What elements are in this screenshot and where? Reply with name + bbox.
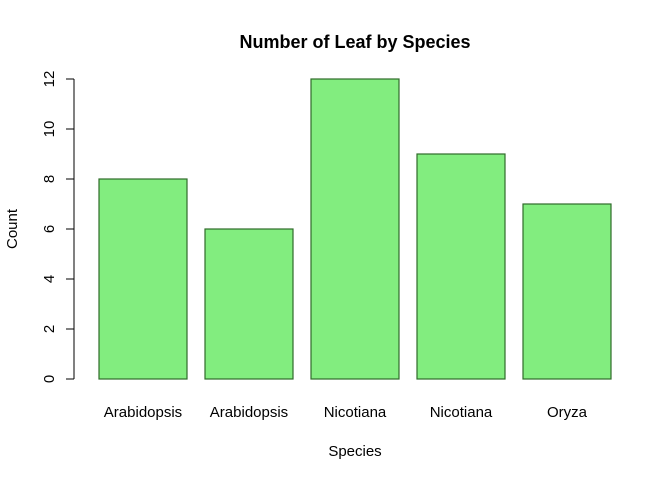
bar-1 [98, 178, 188, 380]
y-tick-label: 6 [41, 225, 58, 233]
y-axis: 0 2 4 6 8 10 12 [41, 71, 75, 383]
bar-5 [522, 203, 612, 380]
x-tick-label: Nicotiana [324, 404, 387, 421]
bar-2 [204, 228, 294, 380]
y-tick-label: 2 [41, 325, 58, 333]
y-tick-label: 0 [41, 375, 58, 383]
y-tick-label: 12 [41, 71, 58, 88]
y-tick-label: 8 [41, 175, 58, 183]
y-tick-label: 4 [41, 275, 58, 283]
chart-title: Number of Leaf by Species [239, 32, 470, 52]
bar-3 [310, 78, 400, 380]
x-tick-label: Oryza [547, 404, 588, 421]
x-tick-label: Arabidopsis [104, 404, 182, 421]
x-axis-label: Species [328, 443, 381, 460]
x-tick-label: Nicotiana [430, 404, 493, 421]
x-tick-labels: Arabidopsis Arabidopsis Nicotiana Nicotiana… [104, 404, 588, 421]
y-axis-label: Count [4, 208, 21, 249]
bar-4 [416, 153, 506, 380]
y-tick-label: 10 [41, 121, 58, 138]
bars-group [98, 78, 612, 380]
x-tick-label: Arabidopsis [210, 404, 288, 421]
